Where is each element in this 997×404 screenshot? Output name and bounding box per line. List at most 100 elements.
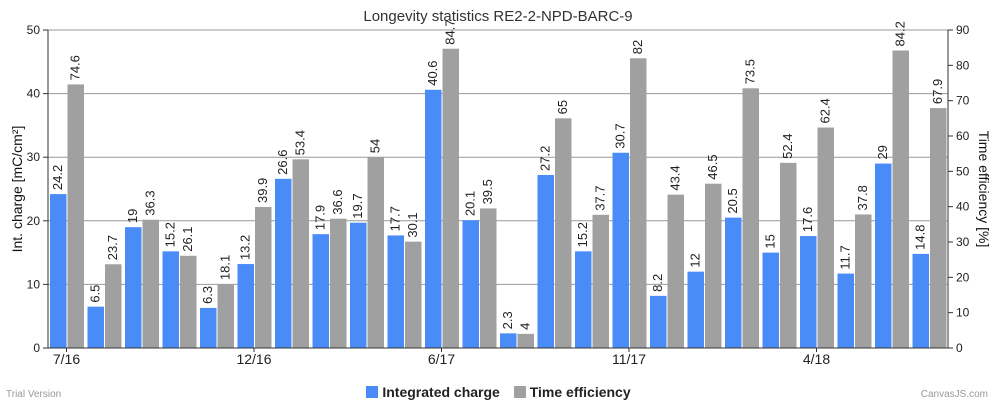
data-label-time-efficiency: 73.5: [743, 59, 758, 84]
data-label-time-efficiency: 4: [518, 323, 533, 330]
data-label-integrated-charge: 14.8: [913, 225, 928, 250]
bar-labels: 24.2 6.5 19 15.2 6.3 13.2 26.6 17.9 19.7 17.7 40.6…: [50, 19, 945, 329]
data-label-time-efficiency: 37.7: [593, 185, 608, 210]
bar-time-efficiency: [742, 88, 759, 349]
bar-integrated-charge: [237, 264, 254, 348]
data-label-integrated-charge: 6.3: [200, 286, 215, 304]
data-label-time-efficiency: 67.9: [930, 79, 945, 104]
data-label-time-efficiency: 53.4: [293, 130, 308, 155]
data-label-time-efficiency: 37.8: [855, 185, 870, 210]
bar-time-efficiency: [255, 207, 272, 348]
bar-integrated-charge: [800, 236, 817, 348]
bar-integrated-charge: [500, 333, 517, 348]
data-label-integrated-charge: 15: [763, 234, 778, 248]
bar-integrated-charge: [425, 89, 442, 348]
x-tick-label: 6/17: [428, 351, 455, 367]
data-label-time-efficiency: 39.5: [480, 179, 495, 204]
bar-integrated-charge: [125, 227, 142, 348]
bar-time-efficiency: [67, 84, 84, 348]
bar-integrated-charge: [762, 252, 779, 348]
y-right-tick-label: 0: [956, 341, 963, 355]
bar-integrated-charge: [912, 253, 929, 348]
y-right-tick-label: 40: [956, 200, 970, 214]
bar-integrated-charge: [50, 194, 67, 348]
y-right-tick-label: 30: [956, 235, 970, 249]
y-left-tick-label: 40: [27, 87, 41, 101]
legend-item-time-efficiency[interactable]: Time efficiency: [513, 384, 631, 400]
bar-time-efficiency: [930, 108, 947, 348]
bar-integrated-charge: [537, 175, 554, 348]
bar-time-efficiency: [217, 284, 234, 348]
bar-time-efficiency: [330, 218, 347, 348]
data-label-time-efficiency: 18.1: [218, 255, 233, 280]
legend-label: Time efficiency: [529, 384, 631, 400]
data-label-integrated-charge: 17.7: [388, 206, 403, 231]
data-label-time-efficiency: 36.6: [330, 189, 345, 214]
bar-integrated-charge: [200, 307, 217, 348]
data-label-integrated-charge: 13.2: [238, 235, 253, 260]
bar-integrated-charge: [875, 163, 892, 348]
bar-integrated-charge: [612, 152, 629, 348]
y-left-tick-label: 0: [33, 341, 40, 355]
data-label-time-efficiency: 43.4: [668, 165, 683, 190]
data-label-time-efficiency: 36.3: [143, 190, 158, 215]
bar-time-efficiency: [292, 159, 309, 348]
data-label-integrated-charge: 40.6: [425, 60, 440, 85]
y-left-tick-label: 50: [27, 23, 41, 37]
y-left-axis-title: Int. charge [mC/cm²]: [9, 126, 25, 253]
y-right-tick-label: 60: [956, 129, 970, 143]
x-tick-label: 11/17: [612, 351, 646, 367]
bar-integrated-charge: [87, 306, 104, 348]
bar-integrated-charge: [687, 271, 704, 348]
data-label-integrated-charge: 19.7: [350, 193, 365, 218]
bar-time-efficiency: [855, 214, 872, 348]
bar-time-efficiency: [705, 183, 722, 348]
bar-integrated-charge: [462, 220, 479, 348]
chart-title: Longevity statistics RE2-2-NPD-BARC-9: [363, 8, 632, 25]
bar-time-efficiency: [142, 219, 159, 348]
y-right-tick-label: 50: [956, 164, 970, 178]
bar-time-efficiency: [667, 194, 684, 348]
bar-integrated-charge: [312, 234, 329, 348]
data-label-integrated-charge: 2.3: [500, 311, 515, 329]
data-label-integrated-charge: 17.6: [800, 207, 815, 232]
data-label-integrated-charge: 17.9: [313, 205, 328, 230]
data-label-time-efficiency: 26.1: [180, 226, 195, 251]
data-label-time-efficiency: 54: [368, 139, 383, 153]
bar-time-efficiency: [817, 127, 834, 349]
data-label-time-efficiency: 46.5: [705, 154, 720, 179]
y-right-tick-label: 70: [956, 94, 970, 108]
canvasjs-credit-link[interactable]: CanvasJS.com: [920, 389, 988, 400]
x-tick-label: 12/16: [236, 351, 271, 367]
bar-integrated-charge: [387, 235, 404, 348]
data-label-integrated-charge: 29: [875, 145, 890, 159]
trial-version-label: Trial Version: [6, 389, 62, 400]
data-label-time-efficiency: 52.4: [780, 134, 795, 159]
legend-swatch-blue: [366, 386, 379, 398]
data-label-time-efficiency: 65: [555, 100, 570, 114]
y-left-tick-label: 20: [27, 214, 41, 228]
y-left-tick-label: 30: [27, 150, 41, 164]
bar-time-efficiency: [480, 208, 497, 348]
x-tick-label: 7/16: [53, 351, 80, 367]
data-label-integrated-charge: 20.1: [463, 191, 478, 216]
y-right-tick-label: 80: [956, 58, 970, 72]
y-right-axis-title: Time efficiency [%]: [976, 131, 992, 248]
bar-time-efficiency: [367, 157, 384, 348]
bar-time-efficiency: [630, 58, 647, 349]
data-label-time-efficiency: 84.7: [443, 19, 458, 44]
data-label-integrated-charge: 15.2: [163, 222, 178, 247]
bar-integrated-charge: [575, 251, 592, 348]
y-right-tick-label: 20: [956, 270, 970, 284]
data-label-integrated-charge: 8.2: [650, 274, 665, 292]
data-label-integrated-charge: 19: [125, 209, 140, 223]
legend-item-integrated-charge[interactable]: Integrated charge: [366, 384, 500, 400]
bar-time-efficiency: [405, 241, 422, 348]
data-label-integrated-charge: 12: [688, 253, 703, 267]
bar-time-efficiency: [105, 264, 122, 348]
y-left-tick-label: 10: [27, 277, 41, 291]
data-label-time-efficiency: 82: [630, 40, 645, 54]
bar-time-efficiency: [555, 118, 572, 348]
data-label-integrated-charge: 30.7: [613, 123, 628, 148]
longevity-chart: Longevity statistics RE2-2-NPD-BARC-9 24…: [9, 8, 992, 367]
